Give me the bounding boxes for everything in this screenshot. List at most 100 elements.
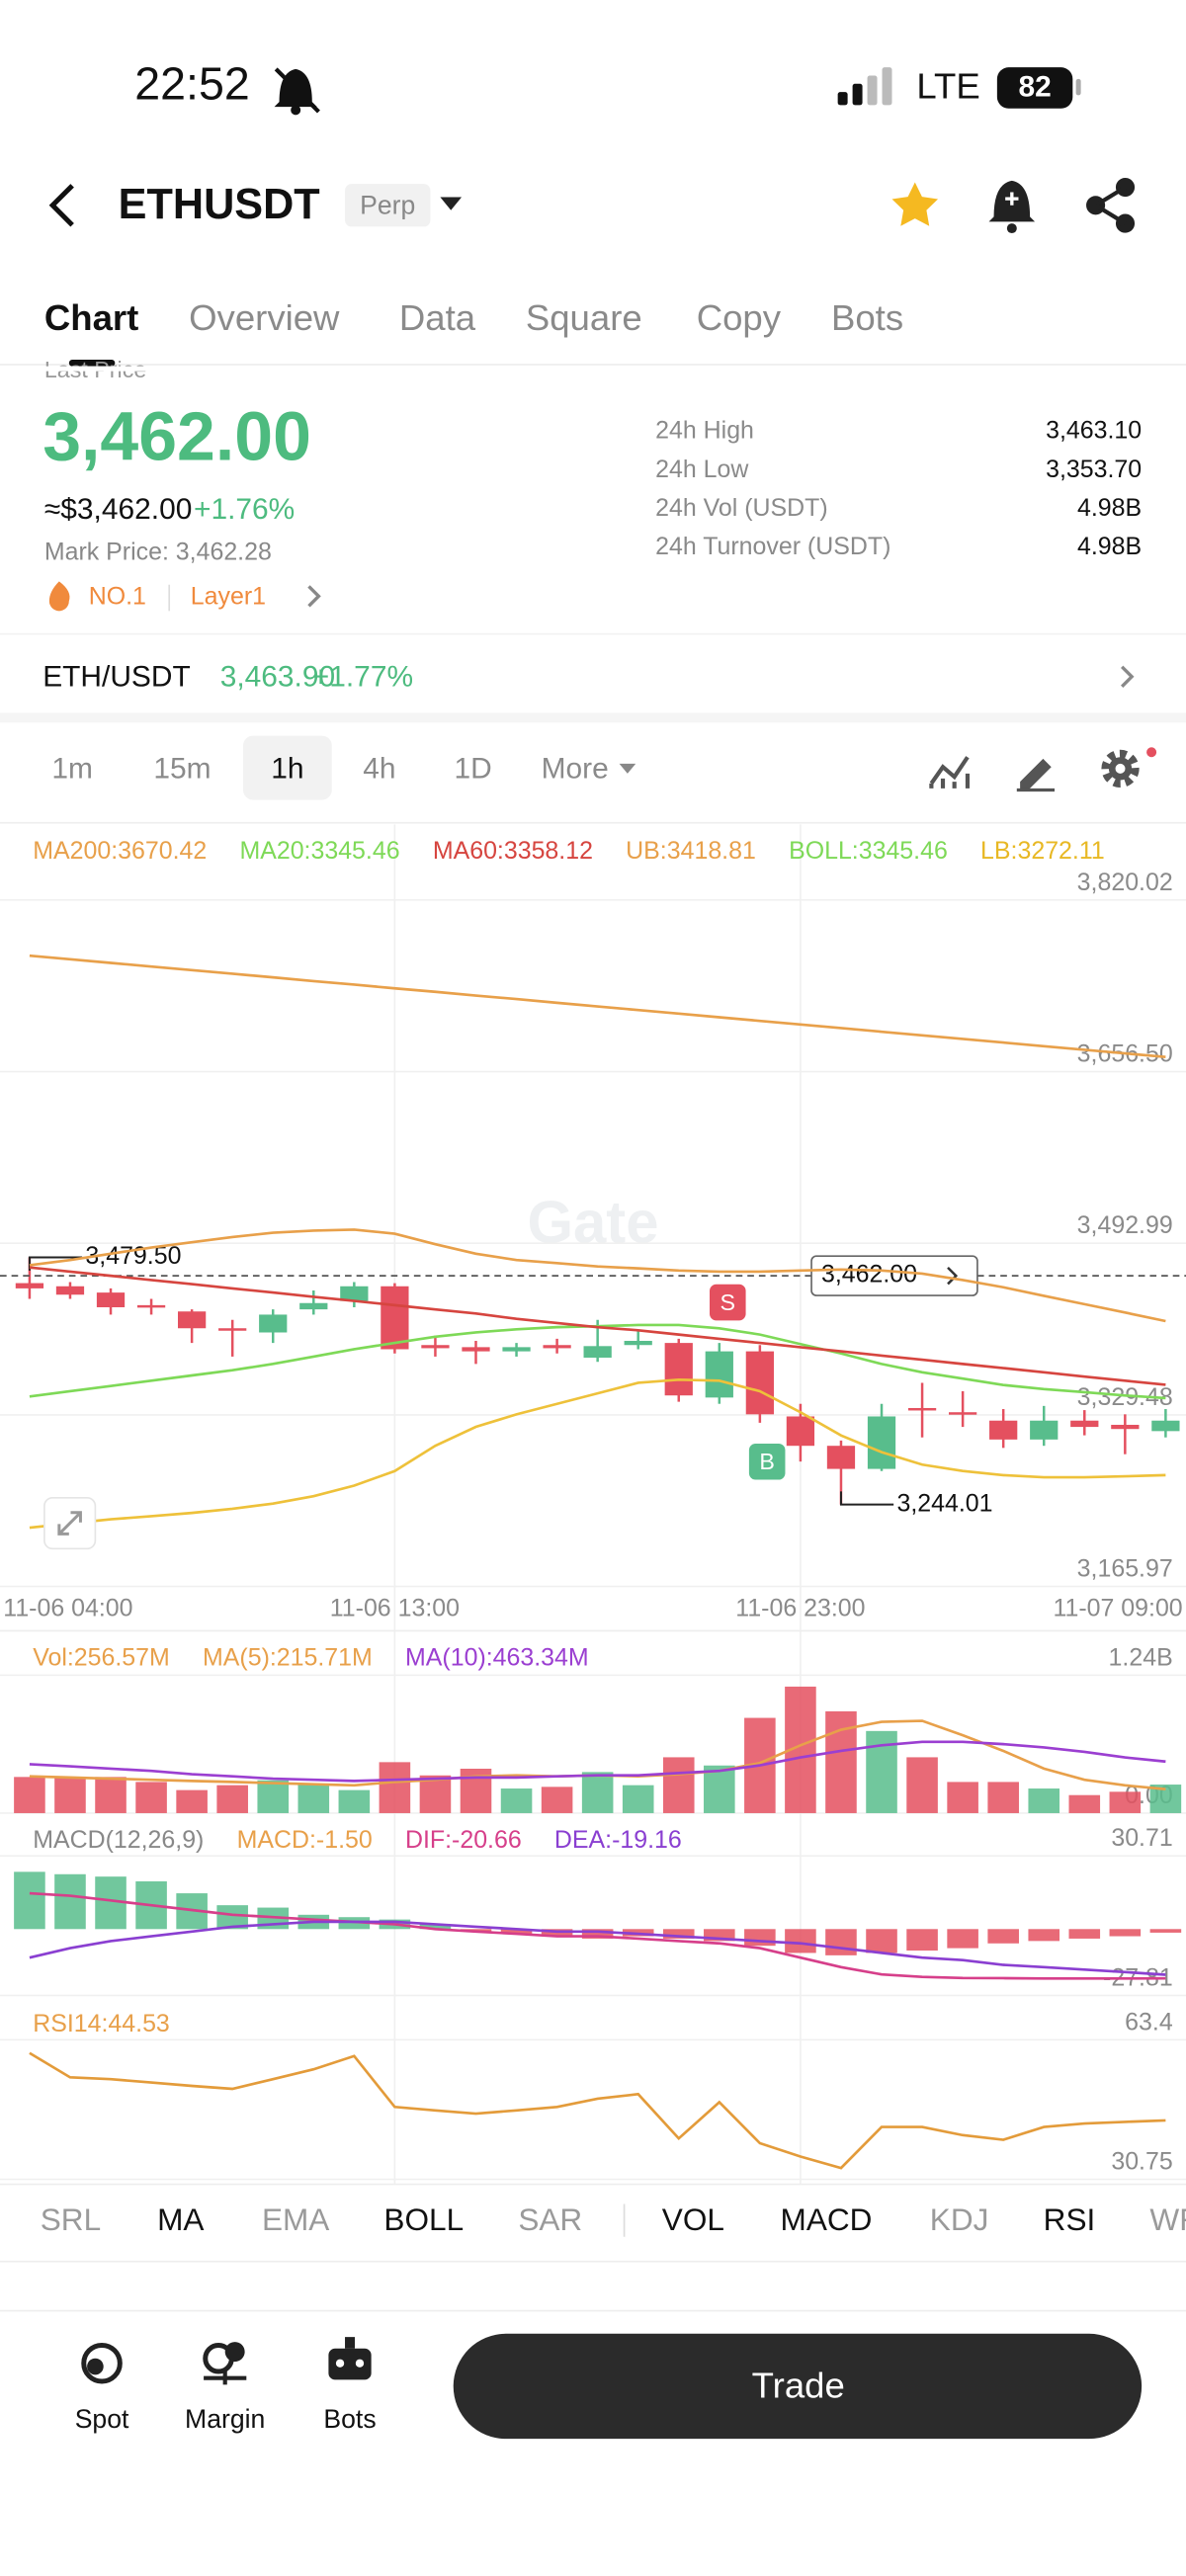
trade-button[interactable] xyxy=(453,2333,1143,2440)
candle-body xyxy=(543,1345,571,1349)
indicator-tab[interactable]: KDJ xyxy=(930,2202,989,2237)
indicator-tab[interactable]: SRL xyxy=(41,2202,101,2237)
spot-pair[interactable]: ETH/USDT xyxy=(42,660,191,693)
rank-tag[interactable]: NO.1 xyxy=(89,583,146,611)
price-annotation-line xyxy=(28,1256,83,1271)
indicator-tab[interactable]: RSI xyxy=(1044,2202,1096,2237)
legend-entry: RSI14:44.53 xyxy=(33,2010,170,2037)
tab-underline xyxy=(68,360,116,367)
y-tick-label: 3,165.97 xyxy=(1077,1555,1173,1583)
nav-bots[interactable]: Bots xyxy=(323,2404,376,2434)
favorite-star[interactable] xyxy=(891,182,939,226)
indicator-icon[interactable] xyxy=(929,756,971,789)
bar xyxy=(176,1789,208,1813)
bar xyxy=(1149,1929,1182,1933)
last-price-chevron[interactable] xyxy=(947,1266,959,1286)
nav-spot[interactable]: Spot xyxy=(75,2404,129,2434)
bar xyxy=(1068,1929,1101,1939)
candle-body xyxy=(1151,1420,1180,1432)
stats: 24h High 3,463.10 24h Low 3,353.70 24h Vol (… xyxy=(655,417,1142,560)
legend-entry: MA60:3358.12 xyxy=(433,837,593,865)
section-gap xyxy=(0,712,1186,723)
tab-bar: Chart Overview Data Square Copy Bots xyxy=(44,297,903,338)
tab[interactable]: Chart xyxy=(44,297,138,338)
tab[interactable]: Data xyxy=(399,297,476,338)
indicator-tab[interactable]: BOLL xyxy=(383,2202,464,2237)
indicator-tab[interactable]: WR xyxy=(1149,2202,1186,2237)
interval[interactable]: 1m xyxy=(51,752,93,785)
candle-body xyxy=(826,1446,856,1469)
bar xyxy=(1028,1788,1060,1813)
candle-body xyxy=(15,1283,44,1288)
stat-value: 4.98B xyxy=(1077,494,1142,522)
spot-chevron[interactable] xyxy=(1121,665,1135,688)
bar xyxy=(866,1929,897,1953)
indicator-tab[interactable]: MA xyxy=(157,2202,204,2237)
price-change: +1.76% xyxy=(194,493,295,526)
trade-button-label[interactable]: Trade xyxy=(752,2365,845,2405)
indicator-tab[interactable]: EMA xyxy=(262,2202,329,2237)
bar xyxy=(419,1775,452,1813)
interval[interactable]: More xyxy=(542,752,609,785)
expand-button[interactable] xyxy=(43,1496,97,1550)
tab[interactable]: Overview xyxy=(189,297,340,338)
bar xyxy=(54,1873,86,1930)
sector-tag[interactable]: Layer1 xyxy=(191,583,266,611)
tab[interactable]: Square xyxy=(526,297,642,338)
contract-type: Perp xyxy=(360,190,415,219)
candle-body xyxy=(96,1292,126,1307)
candle-body xyxy=(583,1346,612,1358)
spot-icon[interactable] xyxy=(81,2342,123,2384)
more-dropdown[interactable] xyxy=(619,763,636,774)
interval-bar: 1m 15m 1h 4h 1D More xyxy=(51,752,608,785)
bots-icon[interactable] xyxy=(328,2337,372,2380)
last-price: 3,462.00 xyxy=(42,398,311,475)
bar xyxy=(947,1929,978,1949)
legend-entry: MACD(12,26,9) xyxy=(33,1826,204,1854)
bar xyxy=(135,1782,167,1813)
last-price-tag[interactable]: 3,462.00 xyxy=(821,1261,917,1288)
draw-icon[interactable] xyxy=(1016,758,1056,792)
bar xyxy=(419,1924,452,1930)
interval[interactable]: 4h xyxy=(363,752,395,785)
settings-icon[interactable] xyxy=(1101,747,1157,788)
tab[interactable]: Bots xyxy=(831,297,903,338)
bar xyxy=(744,1929,776,1947)
candle-body xyxy=(218,1328,247,1331)
interval[interactable]: 1h xyxy=(271,752,303,785)
bar xyxy=(987,1929,1019,1944)
legend-entry: MACD:-1.50 xyxy=(237,1826,373,1854)
nav-margin[interactable]: Margin xyxy=(185,2404,265,2434)
back-button[interactable] xyxy=(48,184,74,227)
legend-entry: UB:3418.81 xyxy=(626,837,756,865)
indicator-tab[interactable]: MACD xyxy=(781,2202,873,2237)
interval[interactable]: 15m xyxy=(153,752,211,785)
indicator-bar: SRL MA EMA BOLL SAR VOL MACD KDJ RSI WR xyxy=(41,2202,1186,2237)
symbol-dropdown[interactable] xyxy=(440,197,463,210)
candle-body xyxy=(136,1304,166,1308)
last-price-box[interactable] xyxy=(810,1255,978,1296)
status-time: 22:52 xyxy=(134,57,249,109)
indicator-line xyxy=(29,2051,1166,2170)
tab[interactable]: Copy xyxy=(697,297,782,338)
candle-body xyxy=(421,1345,450,1349)
candle-body xyxy=(259,1314,288,1333)
symbol[interactable]: ETHUSDT xyxy=(119,181,320,228)
alert-bell[interactable] xyxy=(988,180,1036,234)
bar xyxy=(216,1785,248,1813)
bar xyxy=(906,1929,938,1952)
indicator-tab[interactable]: SAR xyxy=(518,2202,582,2237)
margin-icon[interactable] xyxy=(203,2342,247,2385)
tags-chevron[interactable] xyxy=(307,585,321,608)
mute-icon xyxy=(274,67,320,116)
signal-icon xyxy=(837,67,892,106)
bar xyxy=(297,1783,330,1813)
share-button[interactable] xyxy=(1086,177,1136,233)
candle-body xyxy=(381,1286,409,1350)
indicator-tab[interactable]: VOL xyxy=(662,2202,724,2237)
bar xyxy=(622,1785,654,1813)
bar xyxy=(338,1789,371,1813)
bar xyxy=(14,1871,45,1930)
interval[interactable]: 1D xyxy=(455,752,492,785)
